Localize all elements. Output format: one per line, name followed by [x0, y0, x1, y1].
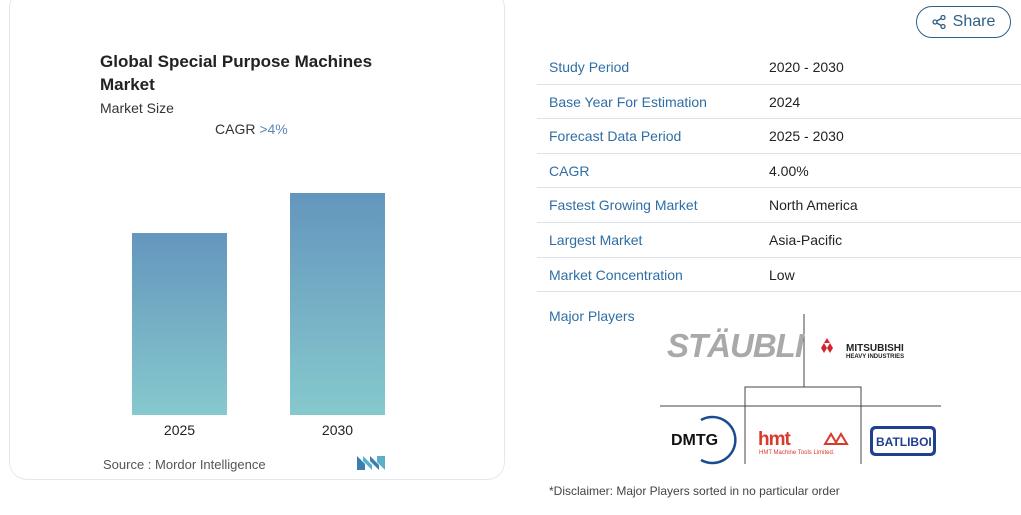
info-value: 2025 - 2030 [769, 128, 844, 145]
svg-text:MITSUBISHI: MITSUBISHI [846, 343, 904, 354]
info-key: Largest Market [549, 231, 643, 248]
svg-text:HEAVY INDUSTRIES: HEAVY INDUSTRIES [846, 354, 904, 360]
info-value: 2024 [769, 93, 801, 110]
dmtg-logo: DMTG [671, 415, 737, 465]
x-tick-label: 2025 [164, 422, 195, 438]
mitsubishi-logo: MITSUBISHI HEAVY INDUSTRIES [821, 338, 904, 360]
market-info-table: Study Period 2020 - 2030 Base Year For E… [537, 50, 1021, 293]
svg-text:DMTG: DMTG [671, 432, 718, 449]
info-value: 2020 - 2030 [769, 59, 844, 75]
info-key: Market Concentration [549, 266, 683, 283]
info-row-cagr: CAGR 4.00% [537, 154, 1021, 189]
info-row-largest-market: Largest Market Asia-Pacific [537, 223, 1021, 258]
bar-chart: 2025 2030 [132, 193, 385, 438]
info-value: 4.00% [769, 162, 809, 179]
info-row-study-period: Study Period 2020 - 2030 [537, 50, 1021, 85]
x-tick-label: 2030 [322, 422, 353, 438]
cagr-label: CAGR >4% [215, 121, 288, 137]
chart-title: Global Special Purpose Machines Market [100, 52, 373, 94]
chart-source: Source : Mordor Intelligence [103, 457, 266, 472]
hmt-logo: hmt HMT Machine Tools Limited. [758, 429, 849, 456]
info-key: Forecast Data Period [549, 128, 682, 145]
svg-text:STÄUBLI: STÄUBLI [667, 327, 805, 364]
svg-text:BATLIBOI: BATLIBOI [876, 435, 932, 449]
info-row-forecast-period: Forecast Data Period 2025 - 2030 [537, 119, 1021, 154]
info-value: Asia-Pacific [769, 231, 843, 248]
info-key: Study Period [549, 59, 630, 75]
info-value: Low [769, 266, 795, 283]
mordor-intelligence-logo [357, 456, 385, 470]
info-row-concentration: Market Concentration Low [537, 258, 1021, 293]
info-row-base-year: Base Year For Estimation 2024 [537, 85, 1021, 120]
staubli-logo: STÄUBLI [667, 327, 806, 364]
batliboi-logo: BATLIBOI [870, 426, 936, 456]
info-key: Base Year For Estimation [549, 93, 707, 110]
info-key: Fastest Growing Market [549, 197, 698, 214]
cagr-value: >4% [259, 121, 288, 137]
disclaimer: *Disclaimer: Major Players sorted in no … [549, 484, 840, 498]
bar-2025 [132, 233, 227, 415]
svg-text:HMT Machine Tools Limited.: HMT Machine Tools Limited. [759, 450, 835, 456]
bar-2030 [290, 193, 385, 415]
major-players-label: Major Players [549, 308, 635, 324]
share-label: Share [952, 13, 996, 30]
svg-text:hmt: hmt [758, 429, 792, 450]
share-button[interactable]: Share [916, 6, 1011, 38]
chart-subtitle: Market Size [100, 100, 174, 116]
info-row-fastest-growing: Fastest Growing Market North America [537, 188, 1021, 223]
cagr-label-text: CAGR [215, 121, 256, 137]
share-icon [931, 15, 946, 29]
info-value: North America [769, 197, 858, 214]
major-players-logos: STÄUBLI MITSUBISHI HEAVY INDUSTRIES DMTG… [660, 314, 941, 465]
market-size-card [9, 0, 505, 480]
info-key: CAGR [549, 162, 590, 179]
divider-line [744, 386, 862, 464]
